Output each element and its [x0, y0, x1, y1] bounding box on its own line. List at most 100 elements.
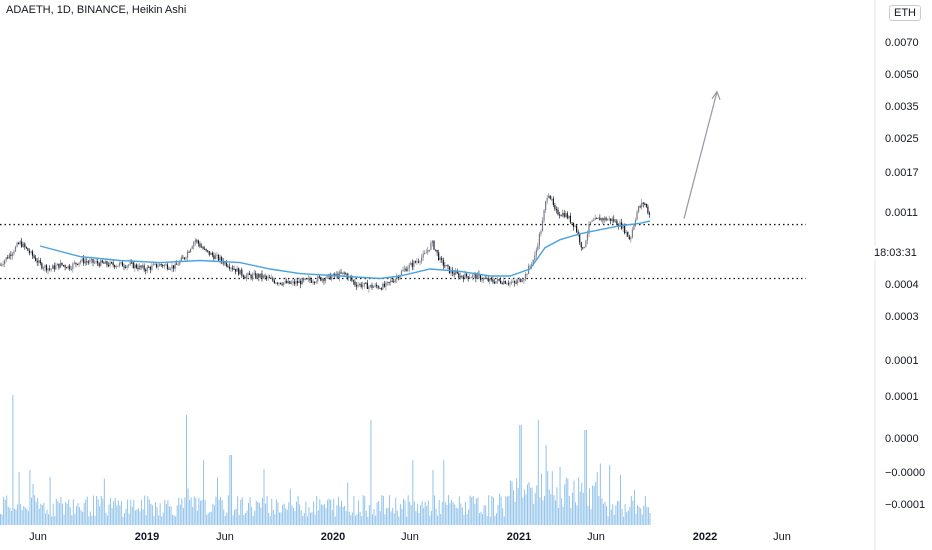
candle-body	[258, 274, 260, 278]
volume-bar	[514, 501, 516, 525]
volume-bar	[232, 515, 234, 525]
volume-bar	[344, 505, 346, 525]
candle-body	[507, 283, 509, 285]
volume-bar	[141, 499, 143, 525]
candle-body	[72, 263, 74, 269]
volume-bar	[207, 513, 209, 525]
candle-body	[111, 262, 113, 264]
volume-bar	[74, 513, 76, 525]
volume-bar	[265, 503, 267, 525]
candle-body	[579, 233, 581, 243]
volume-bar	[254, 510, 256, 525]
volume-bar	[274, 514, 276, 525]
candle-body	[610, 218, 612, 222]
volume-bar	[627, 510, 629, 525]
candle-body	[272, 278, 274, 281]
volume-bar	[102, 498, 104, 525]
candle-body	[114, 265, 116, 268]
volume-bar	[587, 505, 589, 525]
candle-body	[230, 267, 232, 269]
candle-body	[193, 242, 195, 247]
candle-body	[540, 231, 542, 235]
volume-bar	[516, 478, 518, 525]
candle-body	[107, 264, 110, 267]
volume-bar	[209, 512, 211, 525]
volume-bar	[341, 500, 342, 525]
candle-body	[607, 219, 609, 221]
candle-body	[217, 254, 220, 261]
candle-body	[239, 269, 241, 275]
candle-body	[366, 282, 368, 290]
candle-body	[493, 281, 496, 284]
volume-bar	[137, 508, 139, 525]
volume-bar	[416, 503, 418, 525]
candle-body	[452, 270, 454, 274]
candle-body	[419, 261, 421, 263]
candle-body	[568, 215, 570, 219]
volume-bar	[618, 500, 620, 525]
volume-bar	[641, 514, 643, 525]
candle-body	[171, 265, 173, 269]
volume-bar	[435, 508, 437, 525]
volume-tick-label: 0.0001	[885, 391, 919, 403]
candle-body	[92, 259, 94, 263]
candle-body	[224, 261, 226, 264]
candle-body	[214, 255, 217, 260]
volume-bar	[457, 508, 459, 525]
candle-body	[69, 265, 71, 270]
volume-bar	[461, 507, 463, 525]
candle-body	[438, 252, 440, 261]
candle-body	[8, 254, 10, 259]
volume-bar	[455, 507, 457, 525]
volume-bar	[339, 506, 341, 525]
volume-bar	[85, 499, 87, 525]
candle-body	[300, 280, 302, 285]
volume-bar	[570, 507, 572, 525]
candle-body	[154, 263, 156, 265]
candle-body	[120, 262, 122, 264]
volume-bar	[348, 511, 350, 525]
candle-body	[500, 280, 502, 284]
candle-body	[616, 220, 618, 226]
candle-body	[173, 265, 175, 269]
volume-bar	[353, 496, 355, 525]
candle-body	[31, 251, 34, 256]
volume-bar	[647, 507, 649, 525]
candle-body	[633, 224, 635, 230]
currency-badge[interactable]: ETH	[889, 5, 921, 21]
volume-bar	[502, 508, 504, 525]
volume-bar	[372, 514, 373, 525]
volume-bar	[198, 497, 200, 525]
volume-bar	[54, 516, 56, 525]
volume-tick-label: 0.0000	[885, 433, 919, 445]
candle-body	[492, 279, 494, 282]
volume-bar	[172, 514, 174, 525]
volume-bar	[534, 493, 536, 525]
volume-bar	[325, 508, 327, 525]
candle-body	[357, 284, 359, 287]
candle-body	[185, 257, 187, 259]
candle-body	[309, 278, 311, 281]
candle-body	[159, 264, 161, 267]
candle-body	[506, 283, 508, 285]
candle-body	[458, 273, 460, 278]
candle-body	[433, 240, 435, 250]
volume-bar	[86, 496, 88, 525]
candle-body	[436, 250, 438, 253]
volume-bar	[27, 511, 29, 525]
volume-bar	[539, 497, 541, 525]
volume-bar	[446, 505, 448, 525]
candle-body	[163, 264, 165, 267]
volume-bar	[385, 508, 387, 525]
volume-bar	[44, 513, 46, 525]
volume-bar	[296, 501, 298, 525]
candle-body	[165, 264, 167, 266]
candle-body	[450, 270, 452, 274]
candle-body	[210, 252, 212, 255]
volume-bar	[134, 510, 136, 525]
candle-body	[619, 222, 621, 227]
candle-body	[227, 265, 229, 267]
volume-bar	[82, 511, 84, 525]
